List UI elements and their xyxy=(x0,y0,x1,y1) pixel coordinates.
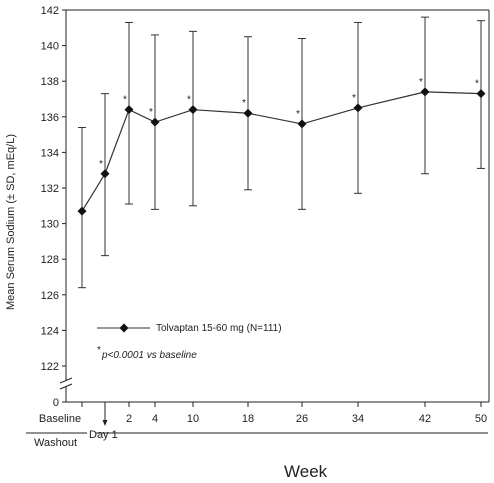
significance-star: * xyxy=(242,98,246,109)
significance-star: * xyxy=(149,107,153,118)
legend: Tolvaptan 15-60 mg (N=111) xyxy=(97,323,282,334)
data-point xyxy=(297,119,307,129)
y-tick-label: 124 xyxy=(41,325,59,337)
x-tick-label: Baseline xyxy=(39,413,81,425)
series-line xyxy=(81,91,482,212)
data-point xyxy=(353,103,363,113)
y-tick-label: 132 xyxy=(41,183,59,195)
note-text: p<0.0001 vs baseline xyxy=(101,350,197,361)
y-tick-label: 134 xyxy=(41,147,59,159)
significance-star: * xyxy=(419,77,423,88)
data-point xyxy=(476,89,486,99)
significance-star: * xyxy=(187,95,191,106)
period-labels: Washout Week xyxy=(26,432,488,481)
y-tick-label: 138 xyxy=(41,76,59,88)
x-tick-label: 50 xyxy=(475,413,487,425)
y-tick-label: 130 xyxy=(41,219,59,231)
axes: 142 140 138 136 134 132 130 128 126 124 122 0 Baseli… xyxy=(39,5,490,441)
washout-label: Washout xyxy=(34,437,77,449)
data-point xyxy=(188,105,198,115)
x-tick-label: 18 xyxy=(242,413,254,425)
axis-break-mark xyxy=(59,383,73,390)
legend-marker xyxy=(119,323,129,333)
y-tick-label: 142 xyxy=(41,5,59,17)
significance-star: * xyxy=(99,159,103,170)
data-point xyxy=(77,206,87,216)
note-star: * xyxy=(97,345,101,356)
data-point xyxy=(243,108,253,118)
x-tick-label: 42 xyxy=(419,413,431,425)
significance-star: * xyxy=(475,79,479,90)
x-tick-label: 26 xyxy=(296,413,308,425)
series-line-group xyxy=(81,91,482,212)
data-point xyxy=(150,117,160,127)
x-tick-label: 2 xyxy=(126,413,132,425)
error-bars xyxy=(78,16,485,289)
significance-star: * xyxy=(296,109,300,120)
x-tick-label: 10 xyxy=(187,413,199,425)
y-tick-label: 0 xyxy=(53,397,59,409)
significance-note: * p<0.0001 vs baseline xyxy=(97,345,197,361)
significance-stars: * * * * * * * * * xyxy=(99,77,479,170)
y-tick-label: 128 xyxy=(41,254,59,266)
data-markers xyxy=(77,87,486,216)
day1-arrow-head xyxy=(102,420,108,426)
data-point xyxy=(100,169,110,179)
x-tick-label: 4 xyxy=(152,413,158,425)
significance-star: * xyxy=(352,93,356,104)
significance-star: * xyxy=(123,95,127,106)
y-axis-title: Mean Serum Sodium (± SD, mEq/L) xyxy=(5,134,17,310)
legend-label: Tolvaptan 15-60 mg (N=111) xyxy=(156,323,282,334)
y-tick-label: 122 xyxy=(41,361,59,373)
y-tick-label: 136 xyxy=(41,112,59,124)
y-tick-label: 126 xyxy=(41,290,59,302)
data-point xyxy=(124,105,134,115)
x-tick-label: Day 1 xyxy=(89,429,118,441)
x-tick-label: 34 xyxy=(352,413,364,425)
y-tick-label: 140 xyxy=(41,41,59,53)
axis-break-mark xyxy=(59,377,73,384)
week-label: Week xyxy=(284,462,328,481)
data-point xyxy=(420,87,430,97)
